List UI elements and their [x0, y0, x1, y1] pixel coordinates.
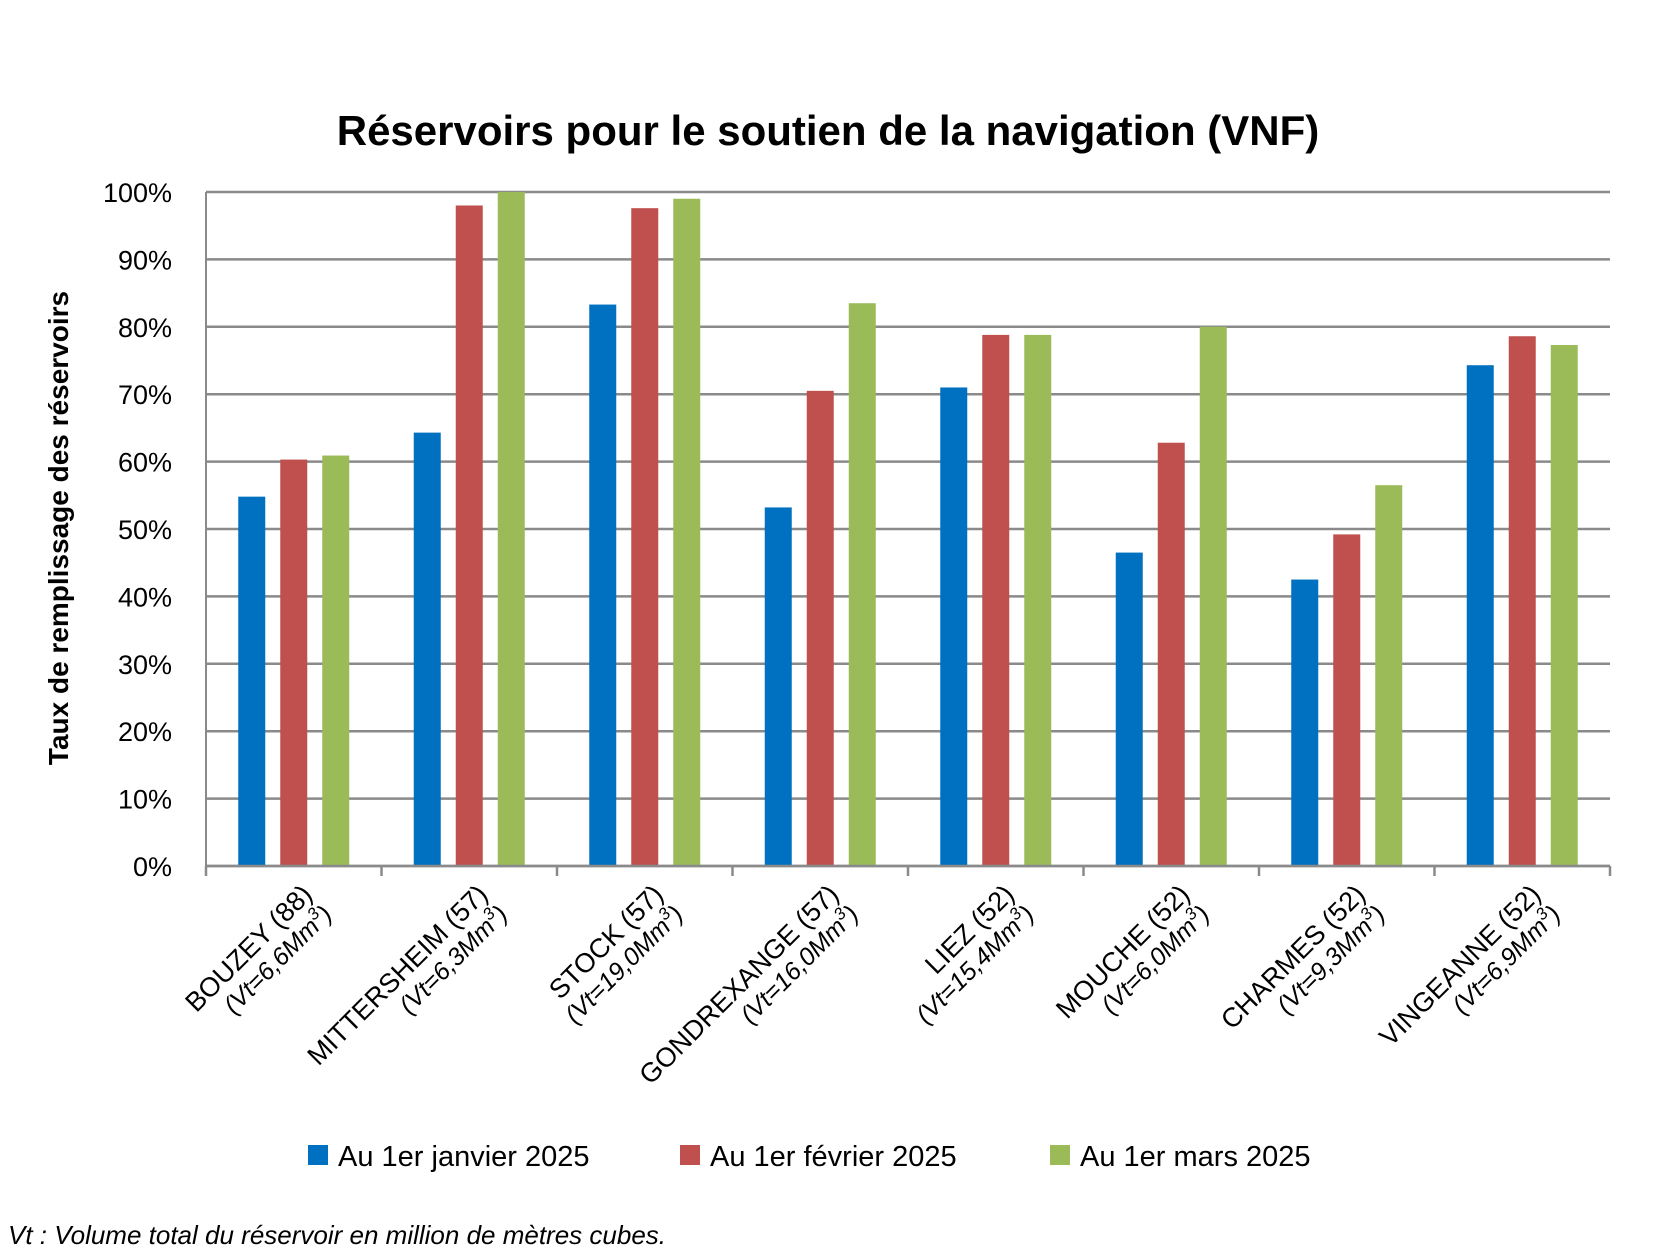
bar	[848, 303, 876, 867]
legend: Au 1er janvier 2025 Au 1er février 2025 Au…	[308, 1141, 1311, 1173]
footnote: Vt : Volume total du réservoir en millio…	[8, 1220, 666, 1250]
bar	[631, 208, 659, 866]
bar	[1199, 326, 1227, 866]
y-tick-label: 90%	[118, 245, 172, 275]
bar	[764, 507, 792, 866]
x-axis-labels: BOUZEY (88)(Vt=6,6Mm3)MITTERSHEIM (57)(V…	[179, 879, 1567, 1090]
category-label: LIEZ (52)(Vt=15,4Mm3)	[911, 879, 1040, 1029]
bar	[940, 387, 968, 866]
x-axis	[204, 192, 1612, 876]
bar	[982, 334, 1010, 866]
bar	[1157, 442, 1185, 866]
category-label: MOUCHE (52)(Vt=6,0Mm3)	[1050, 879, 1215, 1024]
y-tick-label: 80%	[118, 313, 172, 343]
bar	[455, 205, 483, 867]
y-tick-label: 0%	[133, 852, 172, 882]
category-name: MITTERSHEIM (57)	[302, 879, 494, 1071]
bar	[238, 496, 266, 866]
y-tick-label: 40%	[118, 582, 172, 612]
category-label: MITTERSHEIM (57)(Vt=6,3Mm3)	[302, 879, 514, 1071]
bar	[589, 304, 617, 867]
legend-swatch	[680, 1145, 700, 1165]
bar	[1024, 334, 1052, 866]
y-axis-ticks: 0% 10% 20% 30% 40% 50% 60% 70% 80% 90% 100%	[103, 178, 172, 882]
bar	[413, 432, 441, 866]
bar	[280, 459, 308, 866]
y-tick-label: 10%	[118, 785, 172, 815]
bar	[1466, 365, 1494, 866]
legend-swatch	[308, 1145, 328, 1165]
y-tick-label: 100%	[103, 178, 172, 208]
chart-title: Réservoirs pour le soutien de la navigat…	[337, 107, 1320, 154]
bars	[238, 192, 1578, 867]
bar	[1375, 485, 1403, 866]
y-tick-label: 20%	[118, 717, 172, 747]
bar	[1550, 344, 1578, 866]
y-tick-label: 30%	[118, 650, 172, 680]
y-tick-label: 60%	[118, 448, 172, 478]
bar	[1291, 579, 1319, 866]
bar	[497, 192, 525, 866]
bar	[673, 198, 701, 867]
legend-label: Au 1er janvier 2025	[338, 1141, 590, 1173]
bar	[1333, 534, 1361, 866]
bar	[806, 390, 834, 866]
category-label: BOUZEY (88)(Vt=6,6Mm3)	[179, 879, 337, 1020]
legend-label: Au 1er mars 2025	[1080, 1141, 1311, 1173]
legend-label: Au 1er février 2025	[710, 1141, 957, 1173]
legend-swatch	[1050, 1145, 1070, 1165]
y-axis-label: Taux de remplissage des réservoirs	[43, 291, 74, 765]
category-label: STOCK (57)(Vt=19,0Mm3)	[543, 879, 689, 1029]
category-label: VINGEANNE (52)(Vt=6,9Mm3)	[1374, 879, 1567, 1052]
bar	[1115, 552, 1143, 866]
bar	[1508, 336, 1536, 867]
y-tick-label: 50%	[118, 515, 172, 545]
bar	[322, 455, 350, 866]
category-label: CHARMES (52)(Vt=9,3Mm3)	[1215, 879, 1391, 1035]
y-tick-label: 70%	[118, 380, 172, 410]
